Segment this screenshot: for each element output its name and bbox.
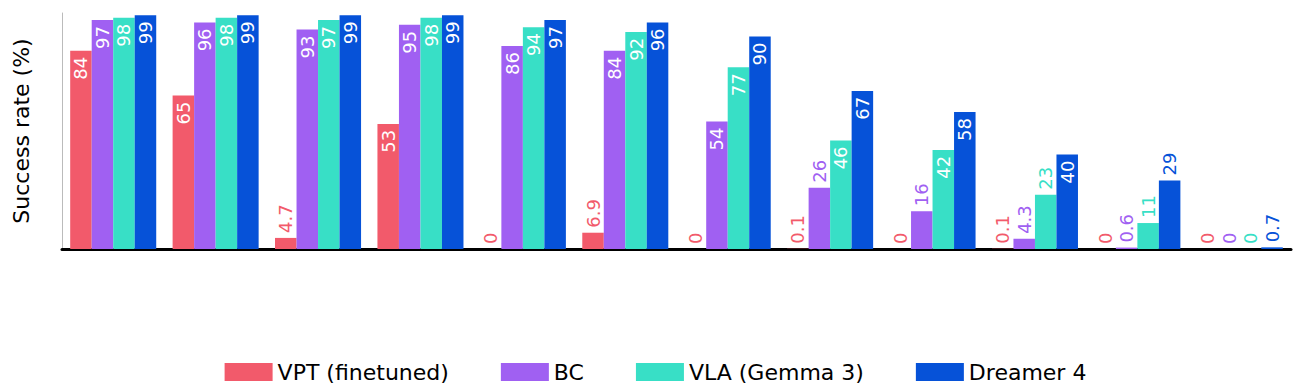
svg-text:84: 84 <box>604 57 625 80</box>
svg-text:4.3: 4.3 <box>1014 205 1035 234</box>
svg-text:99: 99 <box>135 21 156 44</box>
svg-text:0.7: 0.7 <box>1262 214 1283 243</box>
svg-text:0.1: 0.1 <box>787 215 808 244</box>
svg-text:29: 29 <box>1159 153 1180 176</box>
svg-text:0: 0 <box>480 233 501 244</box>
svg-text:97: 97 <box>92 26 113 49</box>
svg-text:84: 84 <box>70 57 91 80</box>
svg-text:Success rate (%): Success rate (%) <box>9 38 34 223</box>
svg-text:99: 99 <box>237 21 258 44</box>
svg-text:98: 98 <box>216 24 237 47</box>
svg-text:BC: BC <box>554 360 584 385</box>
svg-text:26: 26 <box>809 160 830 183</box>
svg-text:58: 58 <box>954 118 975 141</box>
svg-text:98: 98 <box>421 24 442 47</box>
svg-text:0.1: 0.1 <box>992 215 1013 244</box>
svg-text:0: 0 <box>685 233 706 244</box>
svg-text:0: 0 <box>1240 233 1261 244</box>
svg-text:86: 86 <box>502 52 523 75</box>
svg-text:96: 96 <box>647 28 668 51</box>
svg-text:VLA (Gemma 3): VLA (Gemma 3) <box>689 360 864 385</box>
svg-text:23: 23 <box>1035 167 1056 190</box>
svg-text:96: 96 <box>194 28 215 51</box>
svg-text:42: 42 <box>933 156 954 179</box>
svg-text:0: 0 <box>1219 233 1240 244</box>
svg-text:6.9: 6.9 <box>583 199 604 228</box>
svg-text:92: 92 <box>626 38 647 61</box>
svg-text:67: 67 <box>852 97 873 120</box>
svg-text:77: 77 <box>728 73 749 96</box>
svg-text:94: 94 <box>523 33 544 56</box>
svg-text:97: 97 <box>318 26 339 49</box>
svg-text:98: 98 <box>113 24 134 47</box>
svg-text:46: 46 <box>830 146 851 169</box>
svg-text:97: 97 <box>545 26 566 49</box>
svg-text:99: 99 <box>340 21 361 44</box>
svg-text:16: 16 <box>911 183 932 206</box>
svg-text:11: 11 <box>1138 195 1159 218</box>
svg-text:65: 65 <box>173 102 194 125</box>
svg-text:90: 90 <box>749 43 770 66</box>
svg-text:VPT (finetuned): VPT (finetuned) <box>278 360 449 385</box>
svg-text:0: 0 <box>890 233 911 244</box>
svg-text:0: 0 <box>1197 233 1218 244</box>
svg-text:4.7: 4.7 <box>275 204 296 233</box>
svg-text:53: 53 <box>378 130 399 153</box>
svg-text:95: 95 <box>399 31 420 54</box>
svg-text:93: 93 <box>297 36 318 59</box>
svg-text:Dreamer 4: Dreamer 4 <box>969 360 1087 385</box>
svg-text:40: 40 <box>1057 161 1078 184</box>
svg-text:54: 54 <box>706 128 727 151</box>
svg-text:0: 0 <box>1095 233 1116 244</box>
svg-text:99: 99 <box>442 21 463 44</box>
svg-text:0.6: 0.6 <box>1116 214 1137 243</box>
